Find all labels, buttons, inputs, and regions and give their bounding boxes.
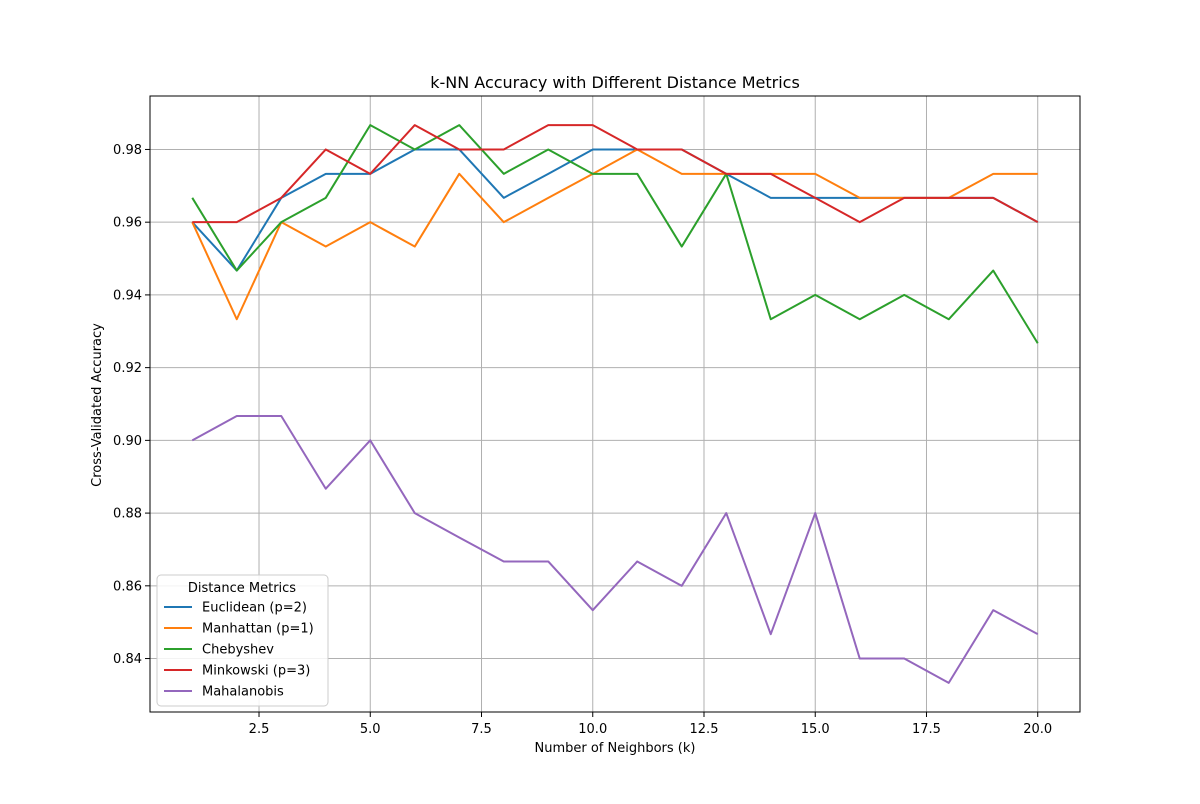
x-axis-label: Number of Neighbors (k) <box>535 741 696 756</box>
x-tick-label: 2.5 <box>249 722 270 737</box>
series-line-mahalanobis <box>191 415 1039 684</box>
y-axis-label: Cross-Validated Accuracy <box>90 323 105 487</box>
y-tick-label: 0.96 <box>113 216 142 231</box>
y-tick-label: 0.84 <box>113 652 142 667</box>
legend-item-mahalanobis: Mahalanobis <box>164 685 284 700</box>
x-axis-ticks: 2.5 5.0 7.5 10.0 12.5 15.0 17.5 20.0 <box>249 712 1052 737</box>
y-tick-label: 0.90 <box>113 434 142 449</box>
legend-box <box>156 574 329 707</box>
legend-item-minkowski-p-3: Minkowski (p=3) <box>164 664 310 679</box>
legend-items: Euclidean (p=2) Manhattan (p=1) Chebyshev M… <box>164 601 314 700</box>
legend-label: Minkowski (p=3) <box>202 664 310 679</box>
x-tick-label: 7.5 <box>471 722 492 737</box>
legend: Distance Metrics Euclidean (p=2) Manhatta… <box>156 574 329 707</box>
y-tick-label: 0.92 <box>113 361 142 376</box>
x-tick-label: 10.0 <box>578 722 607 737</box>
x-tick-label: 20.0 <box>1023 722 1052 737</box>
series-lines <box>191 124 1039 684</box>
y-tick-label: 0.98 <box>113 143 142 158</box>
legend-item-euclidean-p-2: Euclidean (p=2) <box>164 601 307 616</box>
series-line-manhattan-p-1 <box>191 148 1038 321</box>
series-line-chebyshev <box>191 124 1039 344</box>
legend-item-manhattan-p-1: Manhattan (p=1) <box>164 622 314 637</box>
plot-frame <box>149 95 1081 713</box>
series-line-minkowski-p-3 <box>192 124 1039 224</box>
y-tick-label: 0.86 <box>113 579 142 594</box>
x-tick-label: 15.0 <box>801 722 830 737</box>
legend-label: Manhattan (p=1) <box>202 622 314 637</box>
x-tick-label: 17.5 <box>912 722 941 737</box>
chart-title: k-NN Accuracy with Different Distance Me… <box>430 73 800 92</box>
legend-label: Chebyshev <box>202 643 274 658</box>
legend-item-chebyshev: Chebyshev <box>164 643 274 658</box>
x-tick-label: 12.5 <box>690 722 719 737</box>
legend-label: Euclidean (p=2) <box>202 601 307 616</box>
y-axis-ticks: 0.84 0.86 0.88 0.90 0.92 0.94 0.96 0.98 <box>113 143 150 667</box>
legend-label: Mahalanobis <box>202 685 284 700</box>
y-tick-label: 0.94 <box>113 288 142 303</box>
y-tick-label: 0.88 <box>113 507 142 522</box>
legend-title: Distance Metrics <box>188 581 296 596</box>
x-tick-label: 5.0 <box>360 722 381 737</box>
